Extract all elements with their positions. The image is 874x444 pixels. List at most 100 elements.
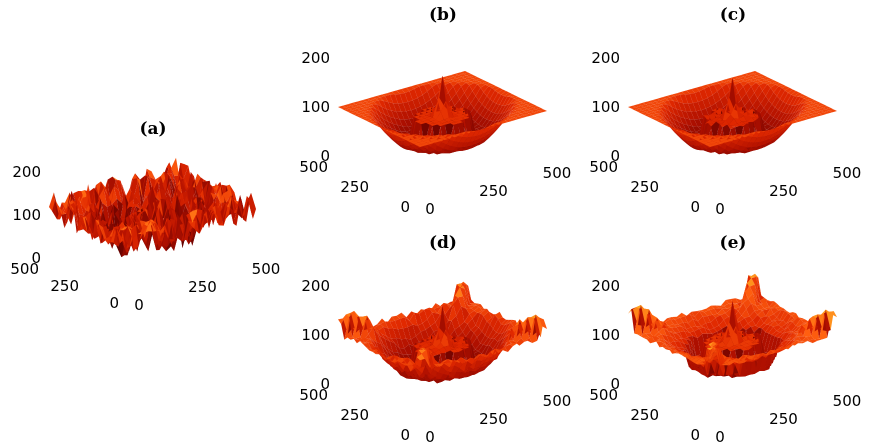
surface-face — [454, 376, 463, 379]
surface-face — [681, 352, 690, 358]
surface-face — [412, 324, 421, 337]
surface-face — [646, 336, 655, 344]
surface-face — [380, 321, 389, 329]
surface-face — [396, 89, 405, 94]
surface-face — [751, 276, 760, 301]
surface-face — [751, 116, 760, 121]
surface-face — [467, 90, 476, 104]
surface-face — [354, 105, 363, 109]
surface-face — [375, 108, 384, 119]
surface-face — [409, 312, 418, 326]
surface-face — [429, 152, 437, 155]
surface-face — [775, 83, 784, 87]
z-tick-label: 200 — [591, 49, 620, 67]
surface-face — [715, 334, 723, 340]
surface-face — [513, 104, 522, 108]
surface-face — [427, 312, 436, 326]
surface-face — [754, 309, 763, 315]
panel-title: (c) — [720, 5, 746, 25]
surface-face — [162, 187, 170, 203]
surface-face — [419, 309, 428, 324]
surface-face — [663, 339, 671, 346]
surface-face — [408, 370, 416, 378]
surface-face — [399, 92, 408, 103]
surface-face — [775, 349, 784, 353]
surface-face — [784, 87, 793, 93]
surface-face — [794, 103, 802, 113]
surface-face — [669, 349, 677, 354]
surface-face — [708, 349, 717, 358]
surface-face — [751, 75, 760, 79]
surface-face — [366, 338, 375, 344]
surface-face — [732, 123, 741, 128]
surface-face — [393, 139, 402, 146]
surface-face — [480, 309, 489, 317]
surface-face — [416, 353, 425, 361]
surface-face — [460, 71, 469, 74]
surface-face — [741, 78, 750, 82]
surface-face — [395, 362, 404, 371]
surface-face — [380, 126, 389, 135]
surface-face — [730, 325, 739, 346]
surface-face — [684, 314, 693, 324]
surface-face — [711, 121, 720, 147]
surface-face — [771, 330, 780, 337]
surface-face — [767, 83, 776, 88]
surface-face — [440, 100, 449, 120]
surface-face — [769, 80, 778, 84]
surface-face — [510, 103, 519, 110]
surface-face — [718, 112, 727, 115]
surface-face — [790, 333, 799, 338]
surface-face — [472, 312, 481, 326]
surface-face — [697, 357, 706, 359]
surface-face — [342, 104, 351, 108]
surface-face — [491, 86, 500, 91]
surface-face — [664, 339, 673, 346]
surface-face — [470, 354, 479, 359]
surface-face — [450, 296, 459, 308]
surface-face — [113, 186, 122, 204]
x-tick-label: 0 — [425, 428, 435, 444]
surface-face — [656, 119, 665, 123]
surface-face — [744, 99, 753, 112]
surface-face — [342, 312, 351, 334]
surface-face — [663, 111, 672, 122]
surface-face — [735, 325, 744, 345]
surface-face — [382, 93, 390, 97]
surface-face — [759, 355, 768, 371]
surface-face — [794, 92, 803, 97]
surface-face — [454, 326, 463, 337]
surface-face — [424, 116, 433, 120]
surface-face — [686, 111, 695, 120]
surface-face — [386, 109, 395, 119]
surface-face — [430, 303, 439, 310]
surface-face — [684, 331, 693, 338]
surface-face — [493, 318, 502, 333]
surface-face — [483, 337, 492, 346]
surface-face — [704, 327, 713, 334]
surface-face — [459, 361, 468, 372]
surface-face — [458, 81, 467, 87]
surface-face — [501, 91, 510, 96]
y-tick-label: 500 — [589, 386, 618, 404]
surface-face — [789, 120, 798, 124]
surface-face — [529, 112, 538, 116]
surface-face — [759, 135, 768, 143]
surface-face — [809, 107, 818, 111]
surface-face — [432, 312, 441, 323]
surface-face — [419, 118, 428, 122]
surface-face — [666, 344, 675, 348]
x-tick-label: 250 — [769, 410, 798, 428]
surface-face — [469, 75, 478, 79]
surface-face — [697, 100, 706, 111]
surface-face — [684, 94, 693, 104]
surface-face — [464, 361, 473, 372]
surface-face — [511, 341, 520, 346]
surface-face — [378, 326, 387, 337]
surface-face — [530, 109, 539, 113]
surface-face — [400, 141, 408, 146]
surface-face — [380, 96, 389, 103]
surface-face — [668, 100, 677, 110]
surface-face — [475, 137, 484, 144]
